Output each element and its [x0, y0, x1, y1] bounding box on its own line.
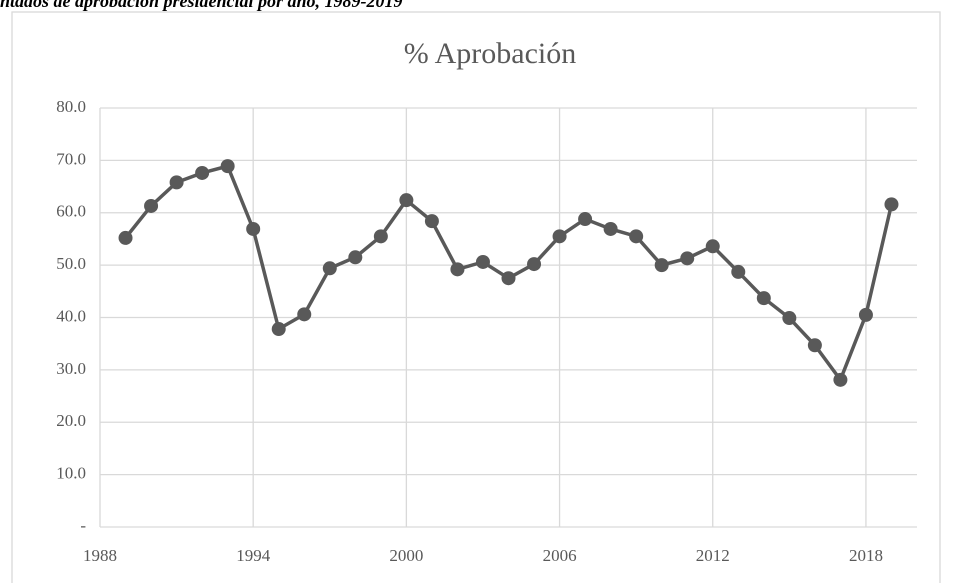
marker: [603, 221, 618, 236]
y-tick-label: -: [80, 516, 86, 535]
marker: [297, 307, 312, 322]
marker: [144, 198, 159, 213]
marker: [527, 257, 542, 272]
marker: [501, 271, 516, 286]
y-tick-label: 80.0: [56, 97, 86, 116]
y-tick-label: 40.0: [56, 306, 86, 325]
marker: [399, 193, 414, 208]
marker: [271, 322, 286, 337]
x-tick-label: 2006: [543, 546, 577, 565]
x-tick-label: 1988: [83, 546, 117, 565]
marker: [654, 258, 669, 273]
y-tick-label: 30.0: [56, 359, 86, 378]
marker: [552, 229, 567, 244]
y-tick-label: 70.0: [56, 149, 86, 168]
marker: [246, 221, 261, 236]
marker: [731, 264, 746, 279]
marker: [705, 239, 720, 254]
x-tick-label: 1994: [236, 546, 271, 565]
marker: [424, 214, 439, 229]
marker: [858, 307, 873, 322]
chart-frame: [11, 11, 941, 583]
y-tick-label: 60.0: [56, 202, 86, 221]
marker: [195, 165, 210, 180]
marker: [348, 250, 363, 265]
marker: [373, 229, 388, 244]
marker: [680, 251, 695, 266]
y-tick-label: 50.0: [56, 254, 86, 273]
y-tick-label: 10.0: [56, 464, 86, 483]
marker: [807, 338, 822, 353]
marker: [220, 159, 235, 174]
y-tick-label: 20.0: [56, 411, 86, 430]
chart-title: % Aprobación: [404, 37, 576, 70]
marker: [884, 197, 899, 212]
marker: [578, 212, 593, 227]
x-tick-label: 2018: [849, 546, 883, 565]
marker: [450, 262, 465, 277]
marker: [169, 175, 184, 190]
caption: ntados de aprobación presidencial por añ…: [0, 0, 403, 11]
marker: [475, 254, 490, 269]
marker: [782, 311, 797, 326]
x-tick-label: 2000: [389, 546, 423, 565]
marker: [322, 261, 337, 276]
marker: [756, 291, 771, 306]
marker: [118, 230, 133, 245]
marker: [833, 372, 848, 387]
x-tick-label: 2012: [696, 546, 730, 565]
marker: [629, 229, 644, 244]
